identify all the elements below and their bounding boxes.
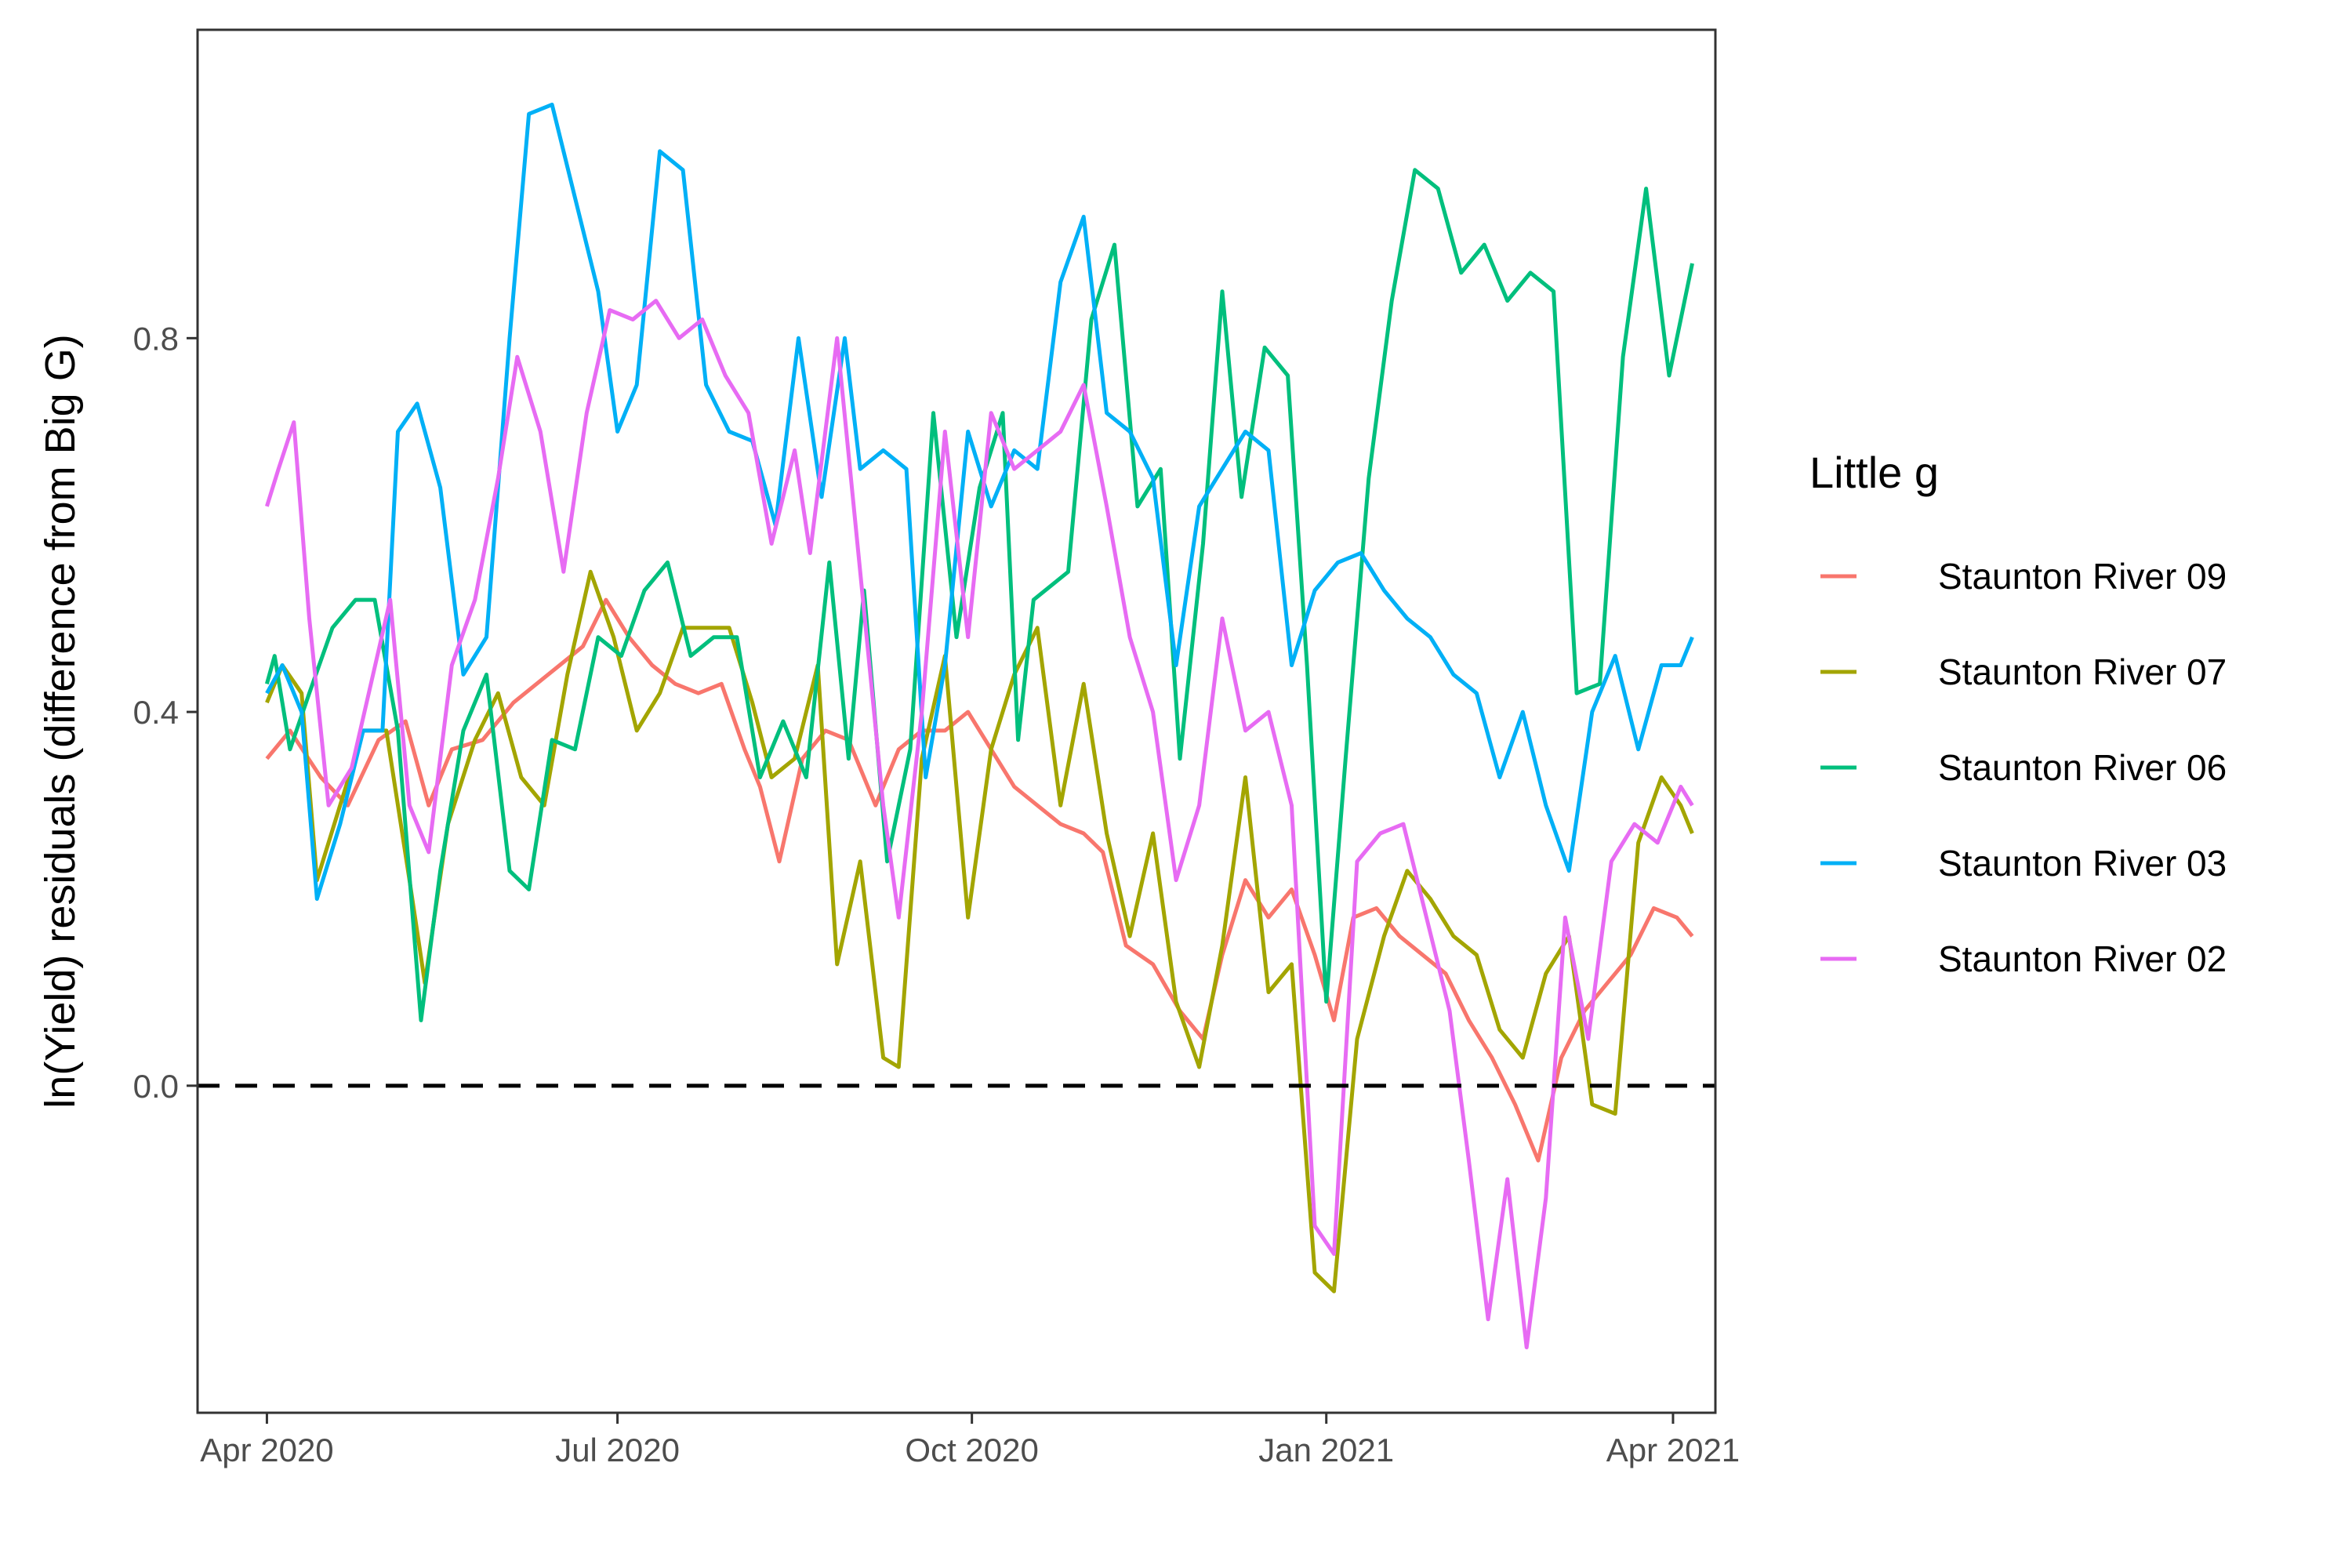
y-tick-label: 0.8 <box>133 320 179 357</box>
y-tick-label: 0.4 <box>133 694 179 731</box>
x-axis: Apr 2020 Jul 2020 Oct 2020 Jan 2021 Apr 2021 <box>200 1413 1740 1468</box>
series-line-3 <box>264 168 1694 1022</box>
series-line-1 <box>265 597 1694 1163</box>
legend-label-1: Staunton River 09 <box>1938 556 2227 597</box>
legend-label-3: Staunton River 06 <box>1938 747 2227 788</box>
y-tick-label: 0.0 <box>133 1068 179 1105</box>
x-tick-label: Oct 2020 <box>905 1432 1038 1468</box>
legend-label-5: Staunton River 02 <box>1938 938 2227 979</box>
y-axis: 0.0 0.4 0.8 <box>133 320 198 1105</box>
x-tick-label: Apr 2021 <box>1606 1432 1740 1468</box>
plot-panel-border <box>196 28 1717 1414</box>
legend: Little g Staunton River 09 Staunton River… <box>1809 448 2227 979</box>
series-layer <box>264 102 1694 1350</box>
x-tick-label: Jul 2020 <box>555 1432 680 1468</box>
x-tick-label: Jan 2021 <box>1258 1432 1394 1468</box>
series-line-5 <box>265 299 1694 1350</box>
legend-label-2: Staunton River 07 <box>1938 652 2227 692</box>
legend-title: Little g <box>1809 448 1939 497</box>
y-axis-title: ln(Yield) residuals (difference from Big… <box>37 334 84 1108</box>
x-tick-label: Apr 2020 <box>200 1432 333 1468</box>
legend-label-4: Staunton River 03 <box>1938 843 2227 884</box>
